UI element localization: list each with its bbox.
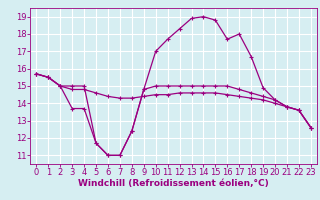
X-axis label: Windchill (Refroidissement éolien,°C): Windchill (Refroidissement éolien,°C) [78,179,269,188]
